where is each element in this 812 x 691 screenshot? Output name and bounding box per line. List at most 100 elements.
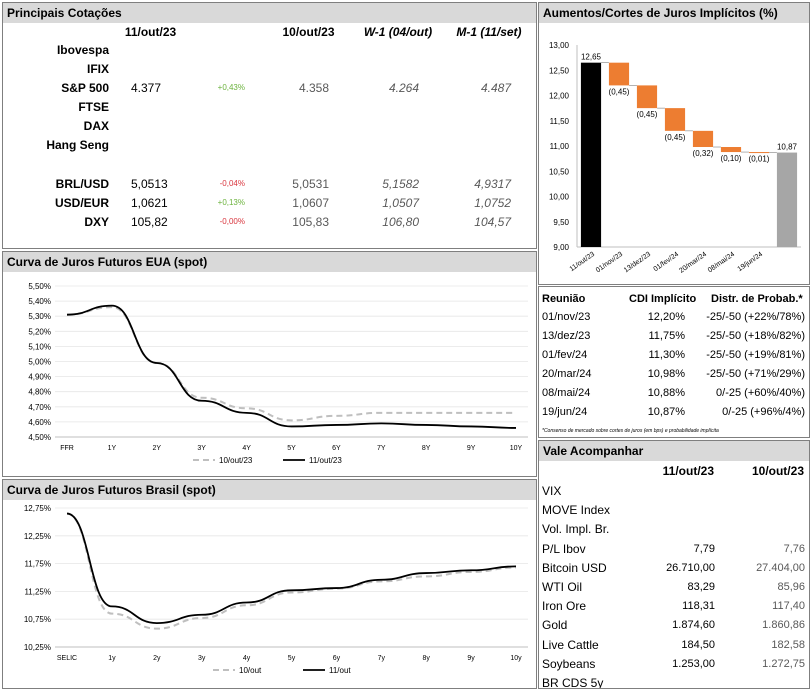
waterfall-bar <box>664 108 686 131</box>
curva-eua-title: Curva de Juros Futuros EUA (spot) <box>3 252 536 272</box>
waterfall-data-label: 12,65 <box>581 53 602 62</box>
reunioes-row-prob: -25/-50 (+71%/29%) <box>706 368 805 380</box>
juros-implicitos-panel: Aumentos/Cortes de Juros Implícitos (%) … <box>538 2 810 285</box>
waterfall-data-label: (0,45) <box>665 133 686 142</box>
vale-row-name: Vol. Impl. Br. <box>542 522 610 537</box>
vale-row-value-11out: 1.874,60 <box>672 619 715 632</box>
reunioes-row-date: 01/fev/24 <box>542 349 588 361</box>
waterfall-bar <box>776 152 798 247</box>
cotacoes-row-value-m1: 104,57 <box>474 215 511 229</box>
waterfall-category-label: 13/dez/23 <box>623 251 652 274</box>
waterfall-ytick: 9,00 <box>553 243 569 252</box>
curva-brasil-chart: 12,75% 12,25% 11,75% 11,25% 10,75% 10,25% SELI… <box>24 504 528 675</box>
cotacoes-row-value-m1: 4.487 <box>480 81 511 95</box>
legend-label-0: 10/out/23 <box>219 456 253 465</box>
cotacoes-row-value-10out: 1,0607 <box>292 196 329 210</box>
cotacoes-row-value-w1: 4.264 <box>388 81 419 95</box>
reunioes-row-prob: 0/-25 (+96%/4%) <box>722 406 805 418</box>
waterfall-category-label: 01/nov/23 <box>595 251 624 274</box>
y-tick-label: 4,50% <box>28 433 51 442</box>
reunioes-row-prob: -25/-50 (+22%/78%) <box>706 311 805 323</box>
vale-row-value-11out: 83,29 <box>687 581 715 593</box>
x-tick-label: 10y <box>510 655 522 662</box>
cotacoes-row-value-w1: 1,0507 <box>382 196 419 210</box>
reunioes-row-cdi: 12,20% <box>647 311 685 323</box>
vale-row-name: BR CDS 5y <box>542 676 604 689</box>
cotacoes-panel: Principais Cotações 11/out/23 10/out/23 W-… <box>2 2 537 249</box>
cotacoes-header-0: 11/out/23 <box>124 25 177 39</box>
x-tick-label: 7Y <box>377 445 386 452</box>
reunioes-row-prob: 0/-25 (+60%/40%) <box>716 387 805 399</box>
vale-row-value-10out: 182,58 <box>771 638 805 651</box>
vale-row-name: P/L Ibov <box>542 541 586 556</box>
cotacoes-row-value-10out: 105,83 <box>292 215 329 229</box>
waterfall-ytick: 12,00 <box>549 92 570 101</box>
legend-label-0: 10/out <box>239 666 262 675</box>
waterfall-ytick: 10,50 <box>549 167 570 176</box>
vale-row-name: WTI Oil <box>542 580 582 594</box>
reunioes-row-prob: -25/-50 (+19%/81%) <box>706 349 805 361</box>
waterfall-data-label: 10,87 <box>777 143 798 152</box>
y-tick-label: 4,90% <box>28 373 51 382</box>
x-tick-label: 9Y <box>467 445 476 452</box>
waterfall-chart: 13,00 12,50 12,00 11,50 11,00 10,50 10,00 9,50 9… <box>549 41 801 275</box>
vale-row-name: Iron Ore <box>542 599 587 614</box>
cotacoes-row-name: FTSE <box>78 100 109 114</box>
cotacoes-row-change: -0,00% <box>219 217 245 226</box>
x-tick-label: 2Y <box>153 445 162 452</box>
reunioes-row-date: 01/nov/23 <box>542 311 591 323</box>
x-tick-label: 10Y <box>510 445 523 452</box>
waterfall-category-label: 19/jun/24 <box>737 251 765 273</box>
vale-title: Vale Acompanhar <box>539 441 809 461</box>
waterfall-bar <box>720 147 742 153</box>
y-tick-label: 5,50% <box>28 282 51 291</box>
cotacoes-row-name: IFIX <box>86 62 109 76</box>
series-line-0 <box>66 512 517 630</box>
x-tick-label: 8y <box>422 655 430 662</box>
y-tick-label: 10,25% <box>24 643 51 652</box>
waterfall-bar <box>608 62 630 86</box>
cotacoes-row-value-10out: 4.358 <box>298 81 329 95</box>
y-tick-label: 4,70% <box>28 403 51 412</box>
vale-row-value-10out: 27.404,00 <box>756 561 805 574</box>
waterfall-bar <box>692 130 714 148</box>
x-tick-label: 8Y <box>422 445 431 452</box>
cotacoes-row-name: S&P 500 <box>61 81 109 95</box>
vale-row-name: Live Cattle <box>542 637 599 652</box>
waterfall-ytick: 9,50 <box>553 218 569 227</box>
reunioes-row-date: 19/jun/24 <box>542 406 588 418</box>
cotacoes-row-value-11out: 1,0621 <box>131 196 168 210</box>
waterfall-ytick: 10,00 <box>549 193 570 202</box>
y-tick-label: 5,40% <box>28 297 51 306</box>
x-tick-label: 4y <box>243 655 251 662</box>
cotacoes-row-change: +0,13% <box>217 198 245 207</box>
cotacoes-row-value-11out: 4.377 <box>131 81 162 95</box>
x-tick-label: 9y <box>467 655 475 662</box>
vale-row-name: Bitcoin USD <box>542 560 607 575</box>
x-tick-label: 3y <box>198 655 206 662</box>
reunioes-row-date: 08/mai/24 <box>542 387 591 399</box>
vale-row-name: MOVE Index <box>542 503 611 518</box>
vale-row-value-11out: 184,50 <box>681 638 715 651</box>
y-tick-label: 12,75% <box>24 504 51 513</box>
cotacoes-header-3: M-1 (11/set) <box>456 25 522 39</box>
vale-row-value-11out: 26.710,00 <box>666 561 715 574</box>
juros-implicitos-title: Aumentos/Cortes de Juros Implícitos (%) <box>539 3 809 23</box>
vale-row-value-11out: 118,31 <box>682 600 715 613</box>
y-tick-label: 11,25% <box>24 587 51 596</box>
reunioes-row-date: 20/mar/24 <box>542 368 592 380</box>
waterfall-ytick: 11,00 <box>550 142 570 151</box>
x-tick-label: 1Y <box>108 445 117 452</box>
cotacoes-row-value-w1: 5,1582 <box>382 177 419 191</box>
legend-label-1: 11/out/23 <box>309 456 342 465</box>
cotacoes-row-change: +0,43% <box>217 83 245 92</box>
vale-row-value-10out: 1.272,75 <box>762 657 805 670</box>
cotacoes-row-value-11out: 105,82 <box>131 215 168 229</box>
waterfall-data-label: (0,10) <box>721 154 742 163</box>
waterfall-category-label: 11/out/23 <box>569 251 597 273</box>
y-tick-label: 12,25% <box>24 532 51 541</box>
cotacoes-row-value-10out: 5,0531 <box>292 177 329 191</box>
waterfall-data-label: (0,45) <box>637 110 658 119</box>
vale-row-value-10out: 7,76 <box>783 542 805 555</box>
vale-row-value-11out: 1.253,00 <box>672 657 715 670</box>
